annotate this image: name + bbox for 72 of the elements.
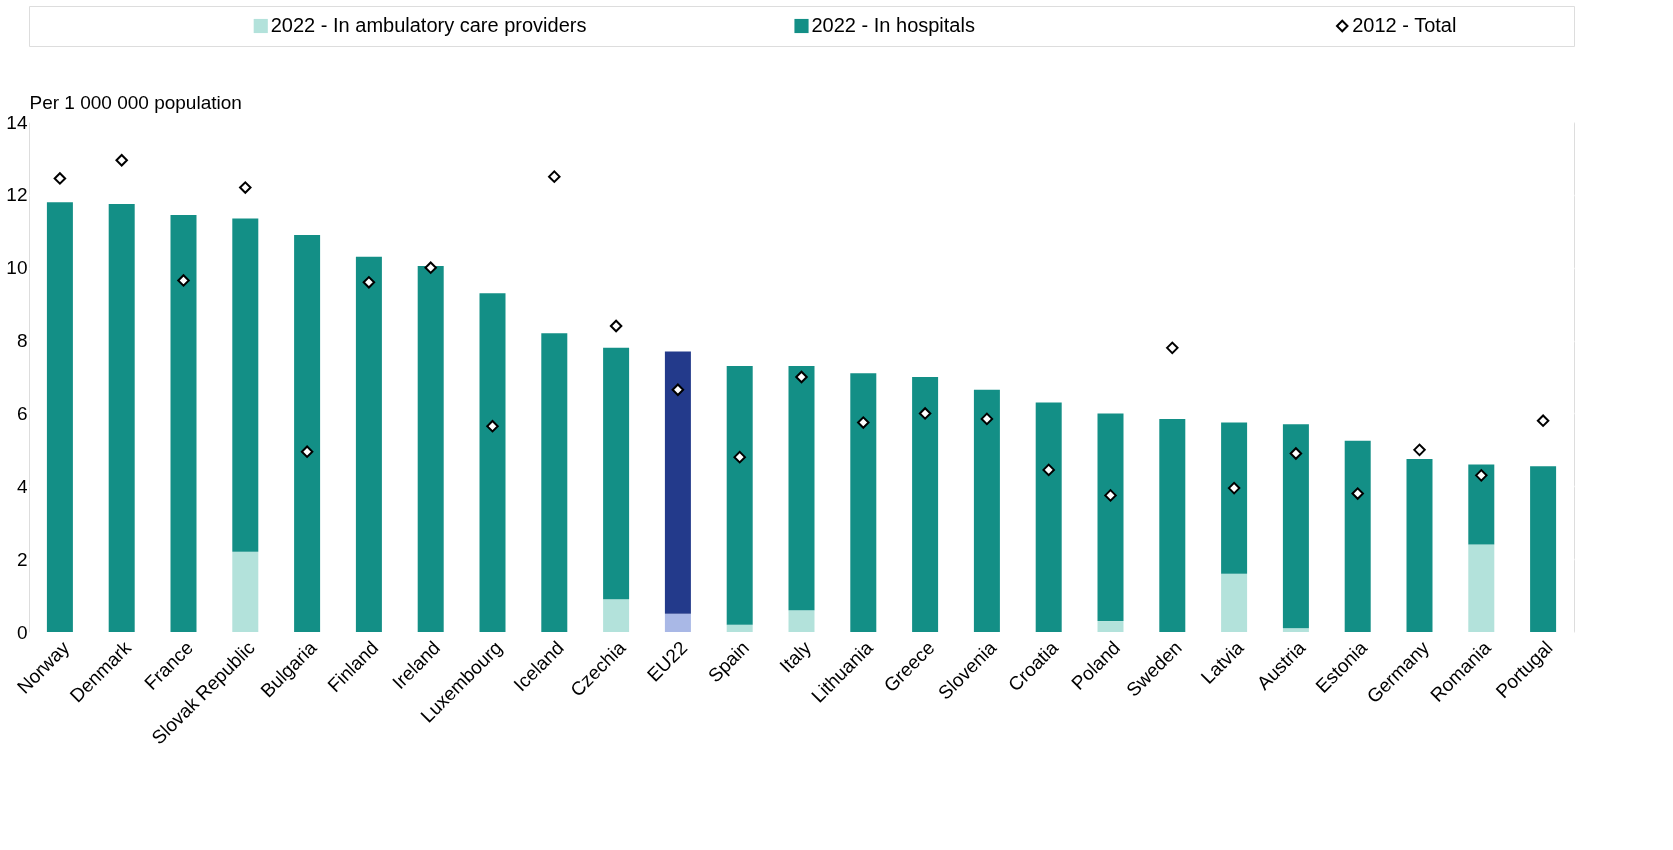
y-tick-label: 2 — [16, 548, 28, 570]
bar — [912, 377, 939, 632]
bar — [1221, 573, 1248, 632]
bar — [46, 202, 73, 632]
bar — [788, 366, 815, 611]
legend-label: 2022 - In hospitals — [811, 14, 975, 36]
point — [857, 416, 870, 429]
point — [115, 154, 128, 167]
bar — [788, 610, 815, 632]
y-tick-label: 14 — [6, 111, 28, 133]
y-tick-label: 10 — [6, 257, 28, 279]
bar — [726, 366, 753, 625]
bar — [603, 347, 630, 600]
bar — [1035, 402, 1062, 632]
legend-label: 2012 - Total — [1352, 14, 1457, 36]
bar — [726, 624, 753, 632]
y-tick-label: 6 — [16, 402, 28, 424]
y-tick-label: 0 — [16, 621, 28, 643]
bar — [1468, 464, 1495, 545]
point — [239, 181, 252, 194]
bar — [664, 351, 691, 614]
point — [980, 412, 994, 426]
y-tick-label: 8 — [16, 330, 28, 352]
point — [733, 450, 746, 464]
point — [177, 274, 190, 287]
point — [362, 276, 376, 289]
point — [1289, 447, 1303, 460]
bar — [1097, 413, 1124, 622]
y-tick-label: 12 — [6, 184, 28, 206]
point — [1104, 489, 1117, 502]
bar — [1159, 418, 1186, 632]
point — [1042, 463, 1055, 477]
bar — [108, 203, 135, 632]
bar — [603, 599, 630, 632]
y-tick-label: 4 — [16, 475, 28, 497]
point — [671, 383, 685, 396]
bar — [1530, 466, 1557, 632]
point — [609, 319, 623, 333]
bar — [232, 551, 259, 632]
point — [1166, 341, 1179, 355]
bar — [1406, 458, 1433, 632]
point — [486, 419, 499, 433]
bar — [170, 214, 197, 632]
point — [1536, 414, 1550, 427]
bar — [355, 256, 382, 632]
point — [548, 170, 561, 183]
bar — [1468, 544, 1495, 632]
bar — [417, 265, 444, 632]
point — [300, 445, 314, 458]
point — [1475, 469, 1488, 482]
point — [918, 407, 932, 420]
point — [795, 370, 808, 384]
bar — [1344, 440, 1371, 632]
bar — [664, 613, 691, 632]
point — [1413, 443, 1426, 457]
point — [424, 261, 437, 274]
point — [1227, 481, 1241, 495]
bar — [541, 333, 568, 632]
legend-label: 2022 - In ambulatory care providers — [270, 14, 587, 36]
x-tick-label: Italy — [775, 636, 816, 677]
point — [53, 172, 67, 185]
bar — [850, 373, 877, 632]
bar — [1282, 628, 1309, 632]
bar — [294, 234, 321, 632]
bar — [973, 389, 1000, 632]
y-axis-title: Per 1 000 000 population — [29, 91, 242, 113]
bar — [1097, 621, 1124, 632]
bar — [1221, 422, 1248, 574]
point — [1351, 487, 1364, 500]
bar — [232, 218, 259, 552]
bar — [1282, 424, 1309, 629]
bar — [479, 293, 506, 632]
